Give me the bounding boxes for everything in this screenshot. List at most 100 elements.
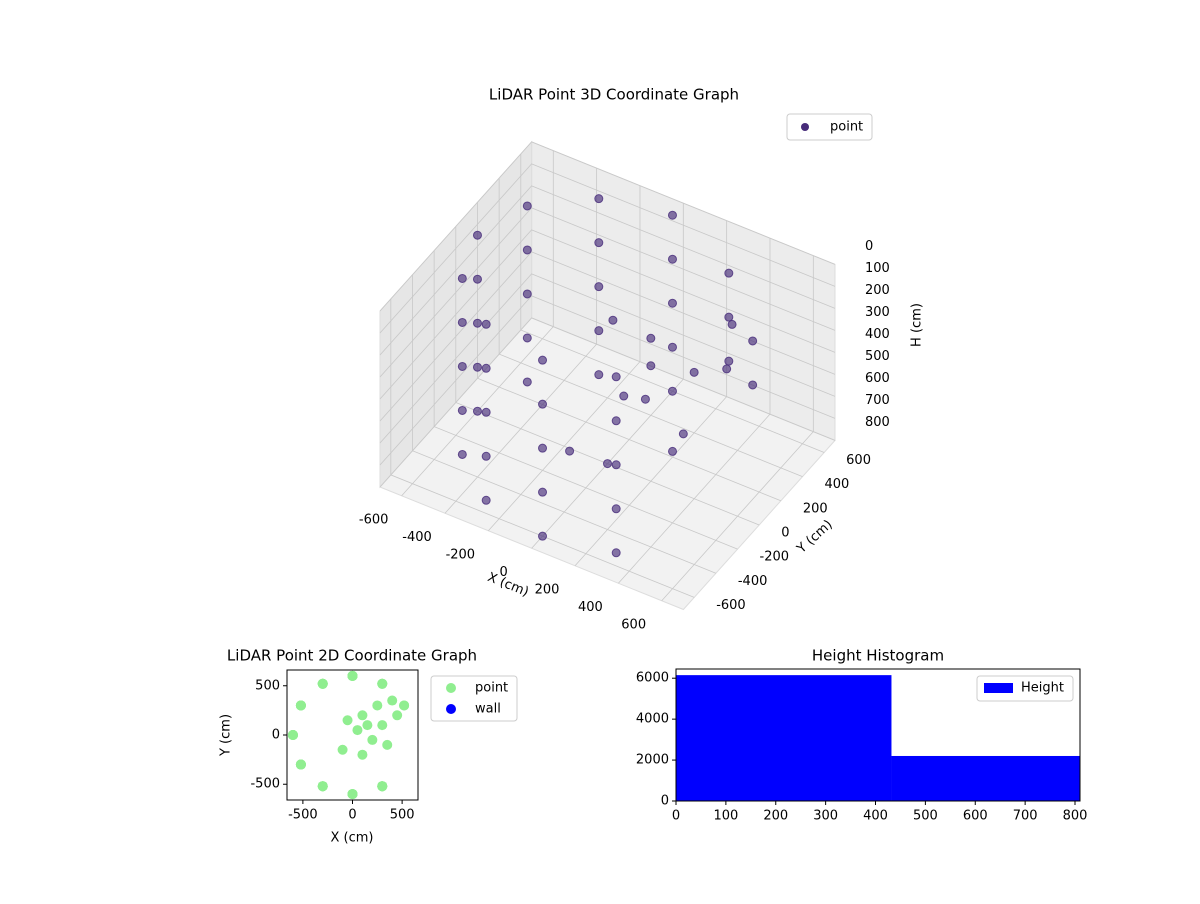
x-tick-label: 200 <box>763 809 788 824</box>
legend-label: Height <box>1021 681 1064 696</box>
y-tick-label: 4000 <box>636 712 669 727</box>
point <box>287 730 298 740</box>
y-tick-label: -200 <box>760 550 790 565</box>
grid-line <box>379 295 836 466</box>
point <box>538 531 548 541</box>
z-tick-label: 0 <box>865 239 873 254</box>
point <box>382 739 393 750</box>
point <box>608 315 618 325</box>
point <box>337 744 348 755</box>
z-tick-label: 600 <box>865 371 890 386</box>
grid-line <box>379 141 836 312</box>
chart-title: LiDAR Point 3D Coordinate Graph <box>489 86 739 104</box>
point <box>619 391 629 401</box>
point <box>377 720 388 731</box>
point <box>472 362 482 372</box>
x-tick-label: 0 <box>672 809 680 824</box>
point <box>611 372 621 382</box>
y-tick-label: 500 <box>255 678 280 693</box>
point <box>472 318 482 328</box>
point <box>640 394 650 404</box>
point <box>667 342 677 352</box>
x-tick-label: 0 <box>348 808 356 823</box>
point <box>678 429 688 439</box>
y-axis-label: Y (cm) <box>219 714 234 757</box>
x-tick-label: 200 <box>535 582 560 597</box>
x-tick-label: 600 <box>621 617 646 632</box>
legend-marker <box>801 123 809 131</box>
point <box>565 446 575 456</box>
x-tick-label: 0 <box>500 565 508 580</box>
point <box>611 416 621 426</box>
y-tick-label: -600 <box>716 598 746 613</box>
z-tick-label: 200 <box>865 283 890 298</box>
point <box>372 700 383 711</box>
bar <box>676 675 892 801</box>
point <box>342 715 353 726</box>
x-tick-label: 400 <box>863 809 888 824</box>
axes-frame <box>675 668 1081 802</box>
x-tick-label: 100 <box>713 809 738 824</box>
y-tick-label: 600 <box>846 453 871 468</box>
y-tick-label: 0 <box>781 525 789 540</box>
point <box>457 361 467 371</box>
point <box>522 289 532 299</box>
point <box>457 405 467 415</box>
x-axis-label: X (cm) <box>485 570 530 600</box>
point <box>603 459 613 469</box>
y-tick-label: -400 <box>738 574 768 589</box>
x-tick-label: 300 <box>813 809 838 824</box>
point <box>724 356 734 366</box>
y-tick-label: 400 <box>825 477 850 492</box>
point <box>724 312 734 322</box>
point <box>522 245 532 255</box>
point <box>611 548 621 558</box>
point <box>594 194 604 204</box>
point <box>538 399 548 409</box>
chart-title: Height Histogram <box>812 647 944 665</box>
legend-label: point <box>830 120 863 135</box>
point <box>594 370 604 380</box>
z-tick-label: 400 <box>865 327 890 342</box>
point <box>295 759 306 770</box>
legend-swatch <box>984 683 1013 693</box>
x-tick-label: 500 <box>390 808 415 823</box>
x-tick-label: -200 <box>446 547 476 562</box>
point <box>481 319 491 329</box>
z-tick-label: 700 <box>865 393 890 408</box>
point <box>646 361 656 371</box>
x-tick-label: 500 <box>913 809 938 824</box>
point <box>522 201 532 211</box>
chart-title: LiDAR Point 2D Coordinate Graph <box>227 647 477 665</box>
point <box>748 380 758 390</box>
point <box>727 319 737 329</box>
point <box>457 273 467 283</box>
grid-line <box>379 251 836 422</box>
legend-marker <box>446 704 456 714</box>
point <box>481 407 491 417</box>
grid-line <box>379 273 836 444</box>
point <box>667 386 677 396</box>
point <box>522 377 532 387</box>
x-tick-label: 700 <box>1013 809 1038 824</box>
z-tick-label: 800 <box>865 415 890 430</box>
grid-line <box>379 163 836 334</box>
point <box>522 333 532 343</box>
y-tick-label: -500 <box>250 777 280 792</box>
point <box>538 443 548 453</box>
point <box>457 317 467 327</box>
point <box>594 282 604 292</box>
x-tick-label: -500 <box>288 808 318 823</box>
axes-frame <box>286 669 419 801</box>
z-tick-label: 300 <box>865 305 890 320</box>
x-tick-label: -400 <box>402 530 432 545</box>
point <box>689 367 699 377</box>
bar <box>891 755 1080 801</box>
y-tick-label: 200 <box>803 501 828 516</box>
legend-box <box>786 113 873 141</box>
point <box>748 336 758 346</box>
grid-line <box>379 229 836 400</box>
legend-label: wall <box>475 702 501 717</box>
y-tick-label: 0 <box>661 794 669 809</box>
